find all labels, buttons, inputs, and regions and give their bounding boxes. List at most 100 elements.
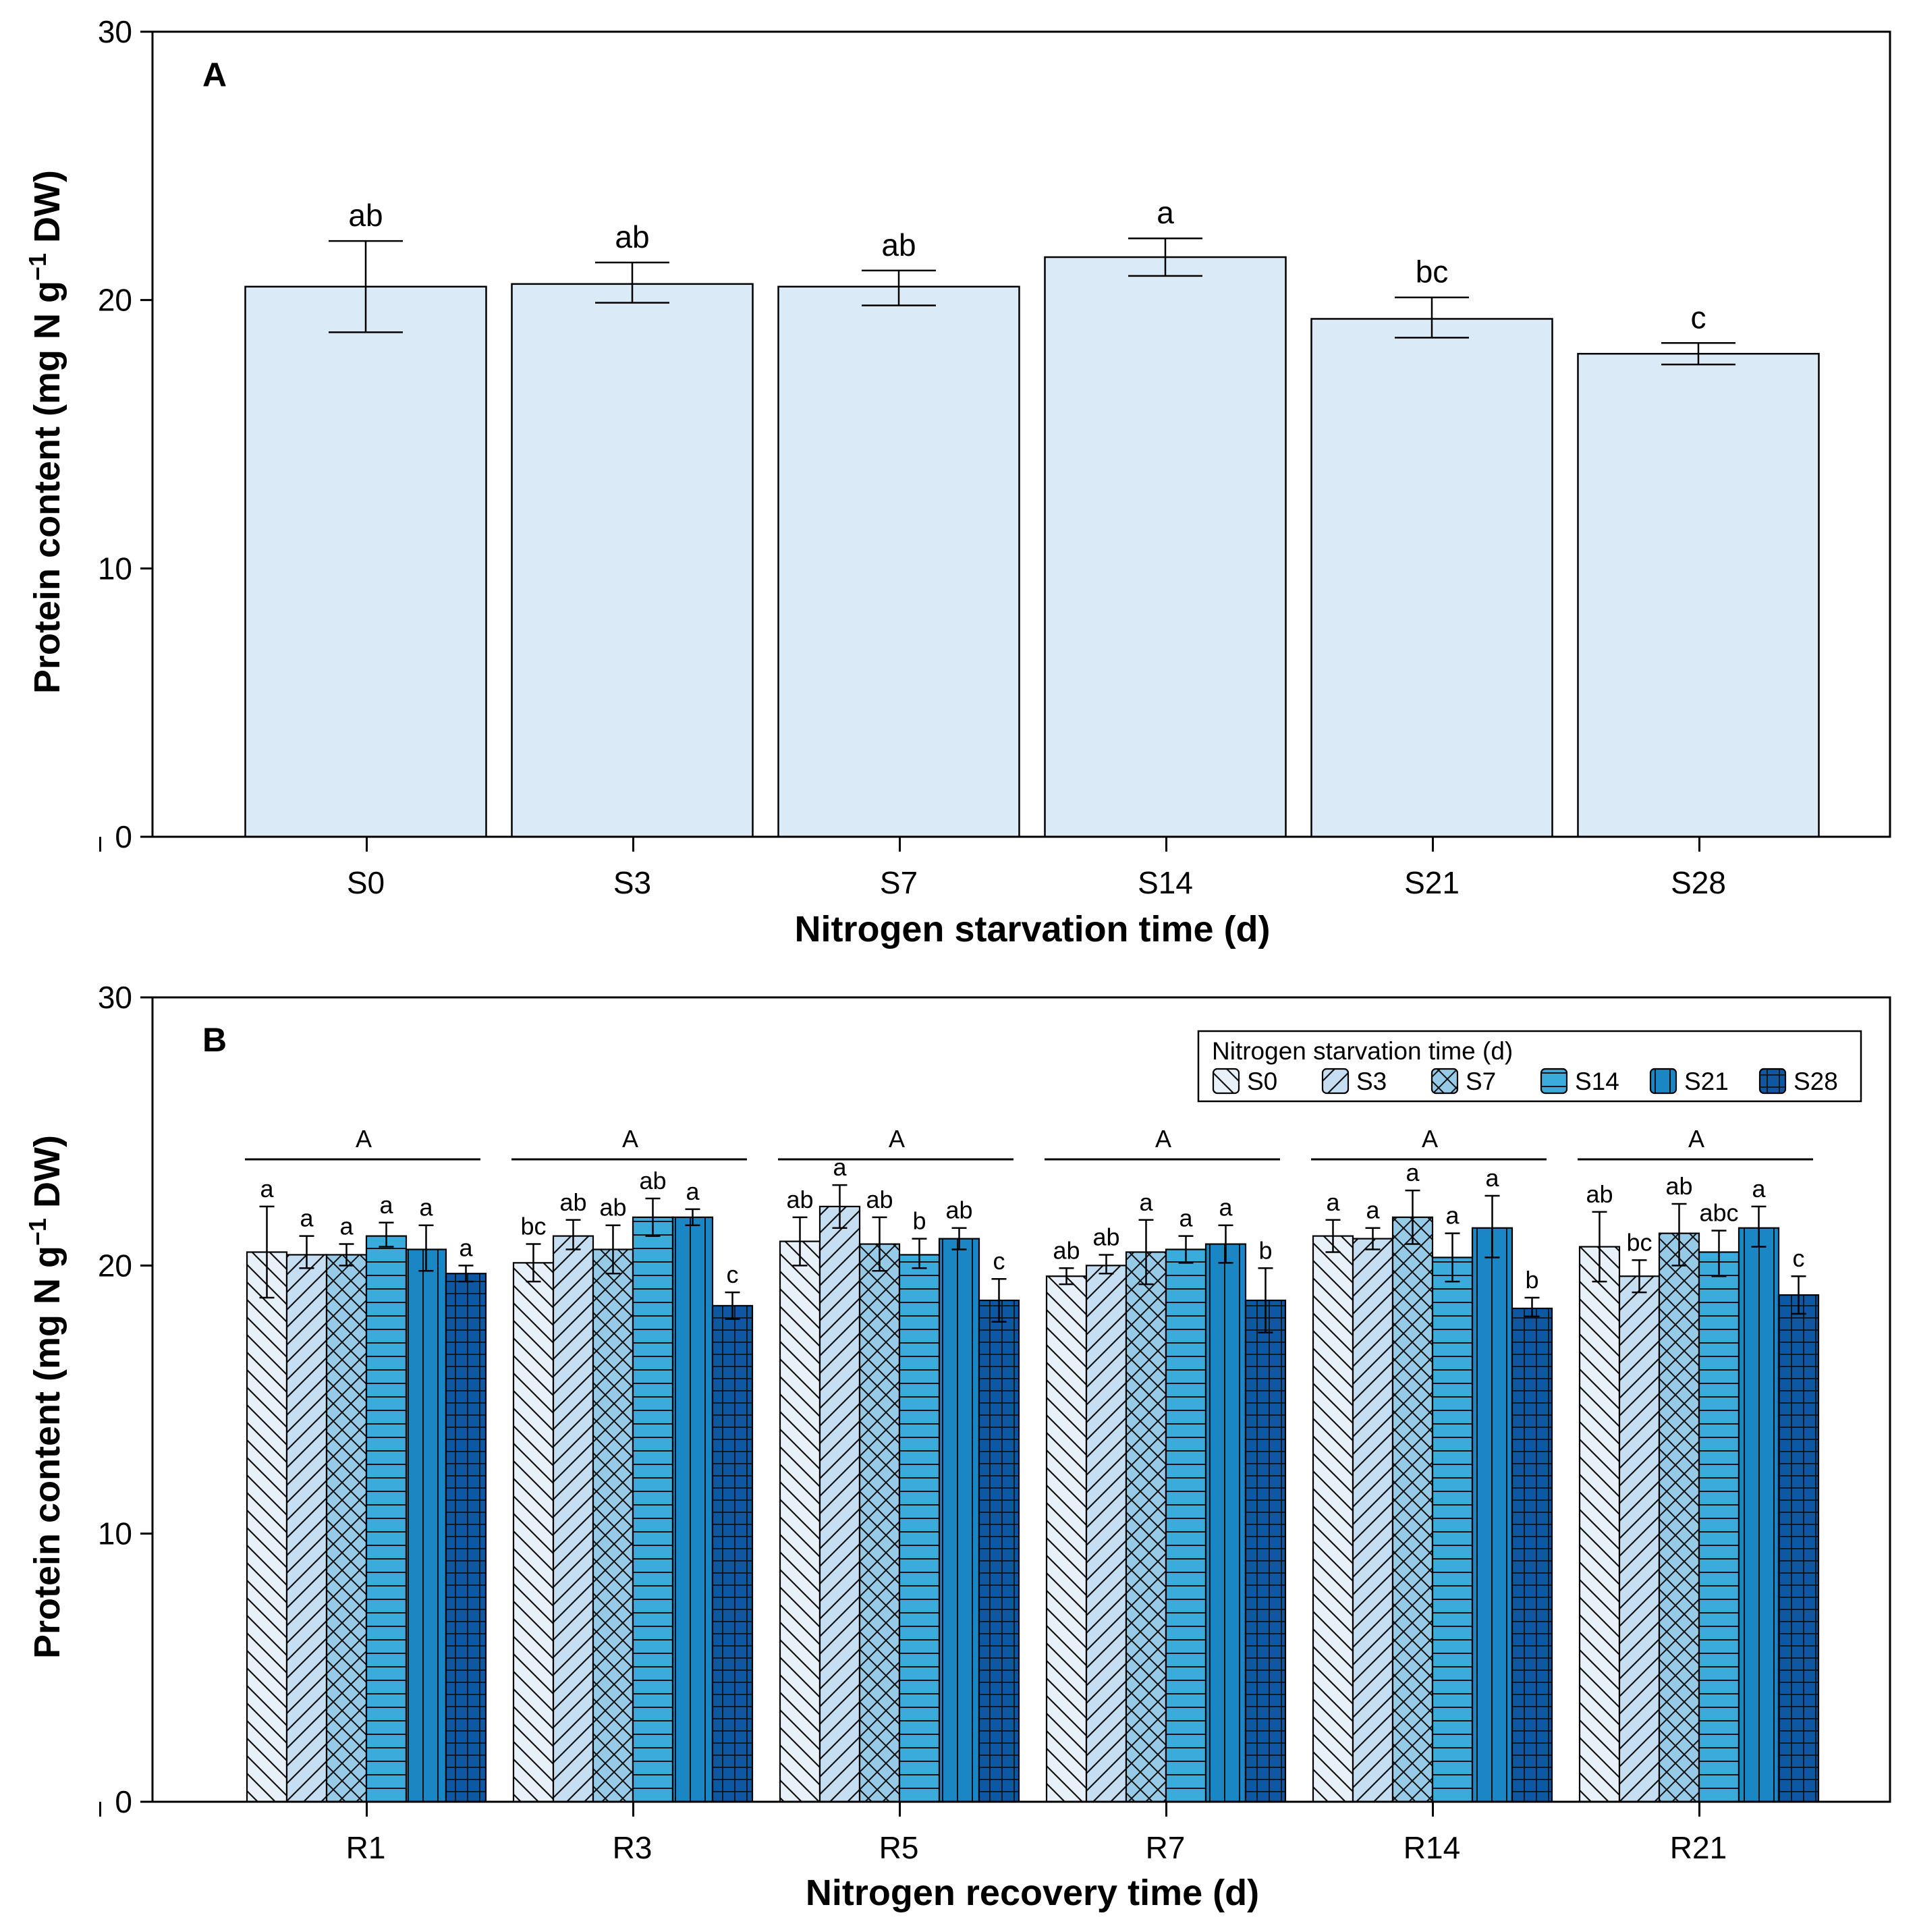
sig-label-r5-s21: ab	[945, 1196, 972, 1224]
bar-s3	[511, 283, 754, 838]
bar-pattern-r1-s28	[446, 1273, 486, 1802]
y-tick-label: 20	[98, 1248, 132, 1283]
legend-item-s3-swatch-outline	[1321, 1068, 1350, 1095]
panel-a-x-axis-title: Nitrogen starvation time (d)	[794, 909, 1270, 949]
sig-label-s28: c	[1691, 300, 1706, 335]
legend-item-s7-label: S7	[1466, 1068, 1496, 1095]
bar-pattern-r14-s28	[1512, 1308, 1552, 1802]
bar-pattern-r5-s14	[899, 1254, 939, 1802]
panel-a-bars	[244, 256, 1820, 838]
bar-pattern-r21-s14	[1699, 1252, 1739, 1802]
y-tick-label: 0	[115, 1784, 132, 1819]
legend-item-s7-swatch-outline	[1430, 1068, 1459, 1095]
sig-label-r7-s7: a	[1139, 1188, 1153, 1216]
sig-label-r21-s0: ab	[1586, 1180, 1613, 1208]
legend-box	[1197, 1030, 1862, 1103]
panel-b-frame	[151, 996, 1891, 1803]
legend-item-s0-swatch-pattern	[1213, 1069, 1239, 1093]
group-sig-label-r1: A	[356, 1125, 372, 1153]
legend-item-s21-label: S21	[1684, 1068, 1729, 1095]
y-tick-label: 30	[98, 14, 132, 49]
bar-pattern-r3-s7	[593, 1249, 633, 1802]
sig-label-r1-s14: a	[379, 1191, 393, 1219]
sig-label-r3-s28: c	[727, 1261, 739, 1288]
sig-label-r21-s14: abc	[1699, 1199, 1738, 1227]
x-tick-label-s7: S7	[880, 865, 918, 900]
legend: Nitrogen starvation time (d) S0 S3 S7 S14 S2…	[1197, 1030, 1862, 1103]
legend-item-s28-swatch-outline	[1758, 1068, 1787, 1095]
legend-item-s0-swatch-outline	[1212, 1068, 1240, 1095]
group-sig-label-r21: A	[1688, 1125, 1704, 1153]
sig-label-r1-s7: a	[339, 1213, 354, 1240]
bar-pattern-r21-s0	[1580, 1246, 1619, 1802]
group-sig-label-r14: A	[1422, 1125, 1438, 1153]
x-tick-label-r7: R7	[1146, 1830, 1186, 1865]
y-tick-label: 20	[98, 283, 132, 318]
bar-pattern-r7-s7	[1126, 1252, 1166, 1802]
legend-item-s28: S28	[1758, 1068, 1838, 1095]
sig-label-r3-s14: ab	[639, 1167, 666, 1194]
sig-label-r7-s21: a	[1219, 1194, 1233, 1221]
bar-s28	[1577, 352, 1820, 838]
sig-label-r7-s0: ab	[1053, 1236, 1080, 1264]
panel-b-x-axis: R1 R3 R5 R7 R14 R21	[99, 1802, 1727, 1865]
bar-pattern-r21-s3	[1619, 1276, 1659, 1802]
panel-a-error-bars	[329, 237, 1735, 366]
legend-title: Nitrogen starvation time (d)	[1212, 1037, 1513, 1065]
legend-item-s3-label: S3	[1356, 1068, 1387, 1095]
bar-pattern-r7-s21	[1206, 1244, 1246, 1802]
legend-item-s3-swatch-pattern	[1323, 1069, 1348, 1093]
bar-pattern-r21-s28	[1779, 1295, 1818, 1802]
legend-item-s14-label: S14	[1575, 1068, 1619, 1095]
legend-item-s21-swatch-pattern	[1650, 1069, 1676, 1093]
panel-a-y-axis: 0 10 20 30	[98, 14, 152, 854]
panel-b-error-bars	[259, 1184, 1806, 1333]
legend-item-s14-swatch-pattern	[1541, 1069, 1567, 1093]
legend-item-s3: S3	[1321, 1068, 1387, 1095]
bar-pattern-r3-s3	[553, 1236, 593, 1802]
x-tick-label-s14: S14	[1138, 865, 1193, 900]
panel-b-bars	[246, 1205, 1820, 1803]
bar-pattern-r7-s14	[1166, 1249, 1206, 1802]
sig-label-r1-s28: a	[459, 1234, 473, 1261]
x-tick-label-r5: R5	[879, 1830, 919, 1865]
panel-a-frame	[151, 30, 1891, 838]
sig-label-r14-s0: a	[1326, 1188, 1340, 1216]
panel-b-letter: B	[202, 1021, 227, 1059]
bar-pattern-r1-s3	[287, 1254, 327, 1802]
sig-label-r3-s21: a	[686, 1178, 700, 1205]
bar-pattern-r1-s7	[327, 1254, 366, 1802]
sig-label-r3-s3: ab	[559, 1188, 586, 1216]
legend-item-s0: S0	[1212, 1068, 1277, 1095]
legend-item-s0-label: S0	[1247, 1068, 1277, 1095]
legend-item-s7: S7	[1430, 1068, 1496, 1095]
panel-a-significance-labels: ab ab ab a bc c	[348, 195, 1706, 335]
sig-label-s21: bc	[1416, 254, 1449, 289]
x-tick-label-s3: S3	[613, 865, 651, 900]
bar-pattern-r14-s0	[1313, 1236, 1353, 1802]
x-tick-label-r1: R1	[346, 1830, 386, 1865]
sig-label-r7-s3: ab	[1092, 1223, 1119, 1250]
bar-s14	[1044, 256, 1287, 838]
panel-a-x-axis: S0 S3 S7 S14 S21 S28	[99, 837, 1726, 900]
sig-label-r21-s3: bc	[1626, 1228, 1652, 1256]
panel-a-y-axis-title: Protein content (mg N g−1 DW)	[24, 170, 67, 694]
bar-pattern-r3-s14	[633, 1217, 673, 1802]
x-tick-label-r14: R14	[1404, 1830, 1460, 1865]
x-tick-label-s0: S0	[347, 865, 385, 900]
sig-label-r3-s7: ab	[599, 1194, 626, 1221]
bar-pattern-r14-s3	[1353, 1238, 1393, 1802]
sig-label-r3-s0: bc	[520, 1213, 546, 1240]
bar-pattern-r5-s28	[979, 1300, 1019, 1802]
sig-label-s7: ab	[881, 227, 916, 263]
bar-pattern-r5-s0	[780, 1241, 820, 1802]
bar-s7	[777, 285, 1020, 838]
sig-label-r5-s3: a	[833, 1153, 847, 1181]
sig-label-r21-s28: c	[1793, 1244, 1805, 1272]
panel-b-y-axis-title: Protein content (mg N g−1 DW)	[24, 1135, 67, 1659]
bar-pattern-r3-s21	[673, 1217, 713, 1802]
legend-item-s21-swatch-outline	[1649, 1068, 1677, 1095]
